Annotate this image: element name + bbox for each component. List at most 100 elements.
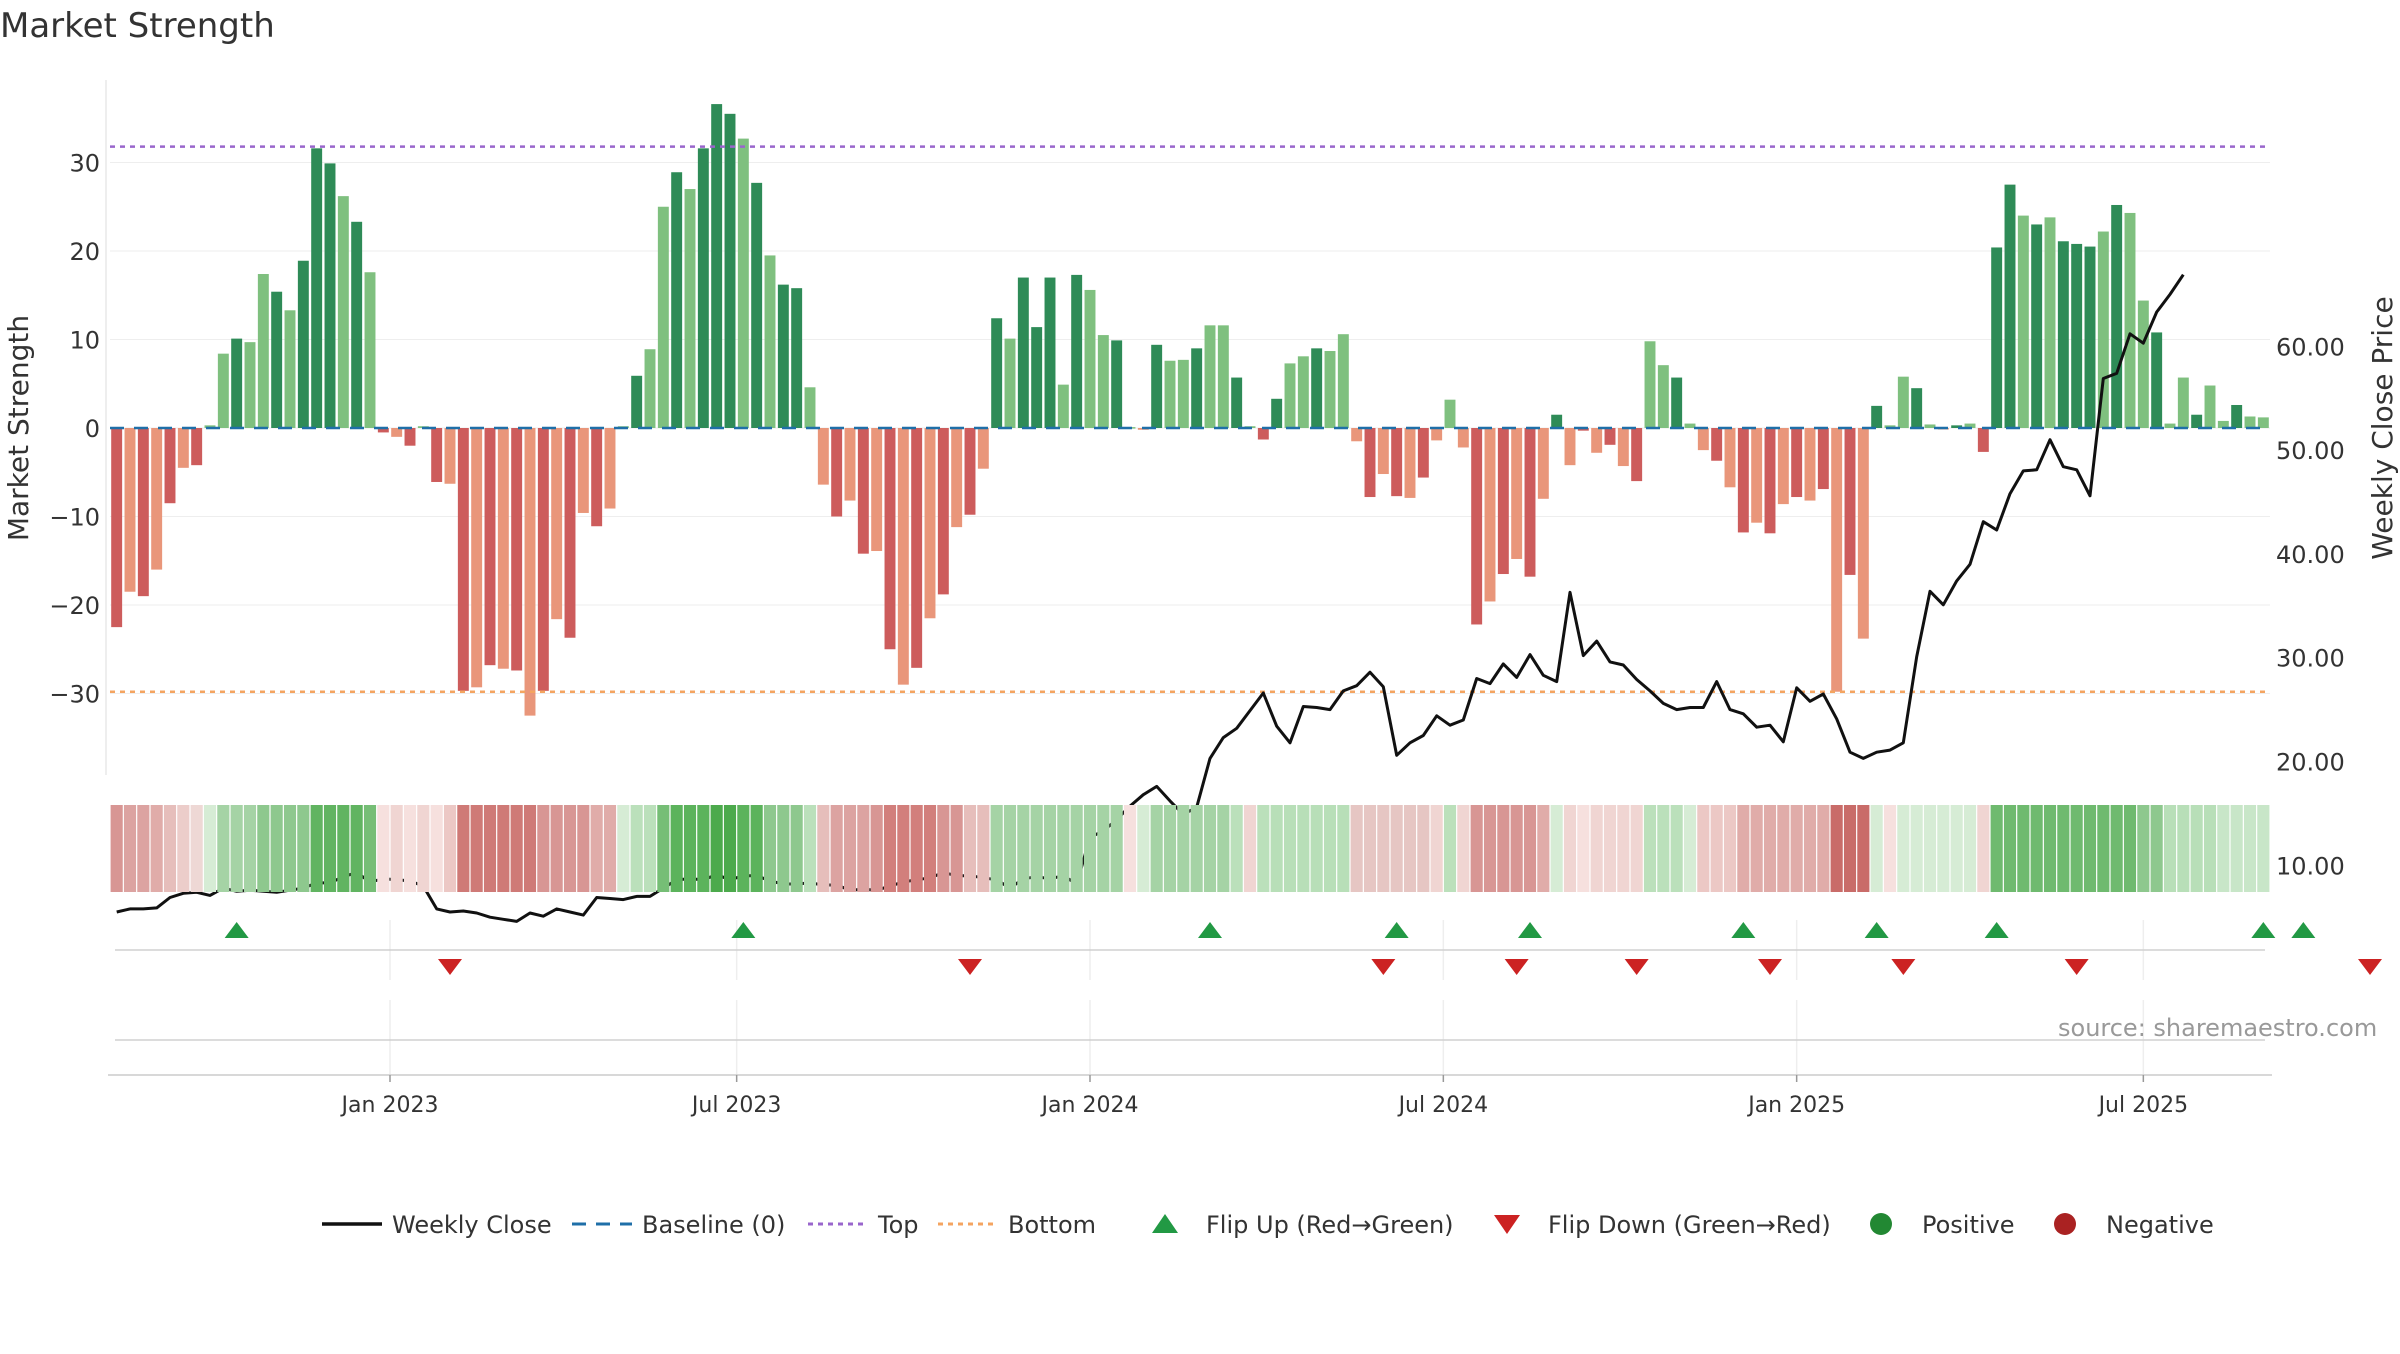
band-cell (1337, 805, 1350, 892)
strength-bar (2257, 417, 2269, 428)
strength-bar (1537, 428, 1549, 499)
strength-bar (2071, 243, 2083, 428)
strength-bar (244, 342, 256, 428)
strength-bar (1551, 414, 1563, 428)
left-tick-label: 0 (85, 415, 100, 443)
band-cell (417, 805, 430, 892)
strength-bar (377, 428, 389, 433)
legend-label: Flip Up (Red→Green) (1206, 1211, 1454, 1239)
right-tick-label: 40.00 (2276, 541, 2345, 569)
band-cell (1577, 805, 1590, 892)
flip-up-marker (1984, 922, 2009, 938)
strength-bar (644, 349, 656, 428)
left-tick-label: 10 (69, 327, 100, 355)
band-cell (643, 805, 657, 892)
band-cell (1110, 805, 1123, 892)
strength-bar (964, 428, 976, 515)
strength-bar (671, 172, 683, 428)
band-cell (1937, 805, 1950, 892)
band-cell (910, 805, 923, 892)
flip-up-marker (1518, 922, 1542, 938)
legend-flip-up-icon (1152, 1214, 1178, 1233)
band-cell (1363, 805, 1377, 892)
band-cell (497, 805, 510, 892)
band-cell (190, 805, 203, 892)
band-cell (1017, 805, 1030, 892)
band-cell (2017, 805, 2030, 892)
strength-bar (1257, 428, 1269, 440)
strength-bar (1271, 398, 1283, 428)
strength-bar (2217, 420, 2229, 428)
band-cell (1683, 805, 1697, 892)
strength-bar (564, 428, 576, 638)
band-cell (2003, 805, 2017, 892)
strength-bar (724, 113, 736, 428)
band-cell (1670, 805, 1683, 892)
strength-bar (1511, 428, 1523, 559)
strength-bar (204, 425, 216, 428)
band-cell (150, 805, 163, 892)
left-axis-title: Market Strength (2, 315, 35, 541)
band-cell (950, 805, 963, 892)
right-tick-label: 20.00 (2276, 749, 2345, 777)
strength-bar (817, 428, 829, 485)
source-credit: source: sharemaestro.com (2058, 1014, 2378, 1042)
strength-bar (1084, 289, 1096, 428)
band-cell (937, 805, 950, 892)
strength-bar (1484, 428, 1496, 602)
band-cell (1163, 805, 1177, 892)
band-cell (1123, 805, 1137, 892)
flip-down-marker (1504, 959, 1529, 975)
band-cell (1790, 805, 1803, 892)
band-cell (2123, 805, 2137, 892)
band-cell (1537, 805, 1550, 892)
band-cell (923, 805, 937, 892)
flip-down-marker (2064, 959, 2089, 975)
x-tick-label: Jan 2023 (340, 1093, 439, 1118)
band-cell (2230, 805, 2243, 892)
band-cell (457, 805, 470, 892)
band-cell (1390, 805, 1403, 892)
band-cell (883, 805, 897, 892)
strength-bar (137, 428, 149, 597)
flip-up-marker (2291, 922, 2316, 938)
band-cell (163, 805, 177, 892)
strength-bar (231, 338, 243, 428)
weekly-close-line (116, 273, 2185, 923)
flip-up-marker (1731, 922, 1756, 938)
strength-bar (1884, 425, 1896, 428)
strength-bar (391, 428, 403, 437)
strength-bar (1231, 377, 1243, 428)
strength-bar (871, 428, 883, 552)
strength-bar (404, 428, 416, 446)
x-tick-label: Jan 2025 (1746, 1093, 1845, 1118)
strength-bar (1191, 348, 1203, 428)
band-cell (577, 805, 590, 892)
legend-label: Baseline (0) (642, 1211, 785, 1239)
band-cell (1777, 805, 1790, 892)
band-cell (750, 805, 763, 892)
strength-bar (1737, 428, 1749, 533)
legend-label: Positive (1922, 1211, 2015, 1239)
band-cell (1897, 805, 1910, 892)
band-cell (1617, 805, 1630, 892)
band-cell (1843, 805, 1857, 892)
strength-bar (844, 428, 856, 501)
strength-bar (577, 428, 589, 513)
band-cell (2150, 805, 2163, 892)
band-cell (1137, 805, 1150, 892)
strength-bar (1751, 428, 1763, 523)
band-cell (590, 805, 603, 892)
strength-bar (1337, 334, 1349, 428)
band-cell (2110, 805, 2123, 892)
band-cell (2257, 805, 2270, 892)
band-cell (2057, 805, 2070, 892)
band-cell (1417, 805, 1430, 892)
band-cell (657, 805, 670, 892)
band-cell (1763, 805, 1777, 892)
band-cell (123, 805, 137, 892)
band-cell (1003, 805, 1017, 892)
band-cell (1030, 805, 1043, 892)
band-cell (443, 805, 457, 892)
band-cell (270, 805, 283, 892)
